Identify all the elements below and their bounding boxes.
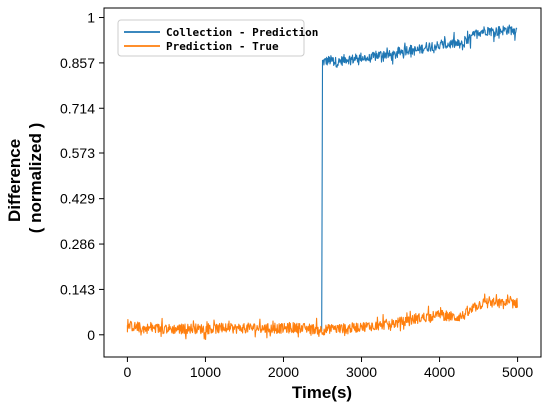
y-axis-title: Difference ( normalized ) <box>5 123 45 234</box>
y-tick-label: 0.857 <box>60 55 95 71</box>
y-tick-label: 0.573 <box>60 145 95 161</box>
legend: Collection - Prediction Prediction - Tru… <box>117 19 318 57</box>
y-axis-title-line2: ( normalized ) <box>26 123 45 234</box>
x-tick-label: 5000 <box>502 364 533 380</box>
y-tick-label: 1 <box>87 10 95 26</box>
y-tick-label: 0 <box>87 327 95 343</box>
x-tick-label: 3000 <box>346 364 377 380</box>
y-axis-title-line1: Difference <box>5 139 24 222</box>
series-line-collection-prediction <box>321 24 518 332</box>
x-axis-title: Time(s) <box>292 383 352 402</box>
legend-label-prediction-true: Prediction - True <box>166 40 279 53</box>
y-tick-label: 0.429 <box>60 191 95 207</box>
x-tick-label: 0 <box>124 364 132 380</box>
x-axis-ticks: 0 1000 2000 3000 4000 5000 <box>124 357 533 380</box>
plot-lines <box>126 24 518 341</box>
y-axis-ticks: 0 0.143 0.286 0.429 0.573 0.714 0.857 1 <box>60 10 104 343</box>
x-tick-label: 2000 <box>268 364 299 380</box>
plot-frame <box>103 7 542 358</box>
y-tick-label: 0.714 <box>60 100 95 116</box>
y-tick-label: 0.286 <box>60 236 95 252</box>
series-line-prediction-true <box>126 293 518 341</box>
y-tick-label: 0.143 <box>60 281 95 297</box>
legend-box <box>117 19 305 57</box>
x-tick-label: 4000 <box>424 364 455 380</box>
x-tick-label: 1000 <box>190 364 221 380</box>
legend-label-collection-prediction: Collection - Prediction <box>166 26 318 39</box>
